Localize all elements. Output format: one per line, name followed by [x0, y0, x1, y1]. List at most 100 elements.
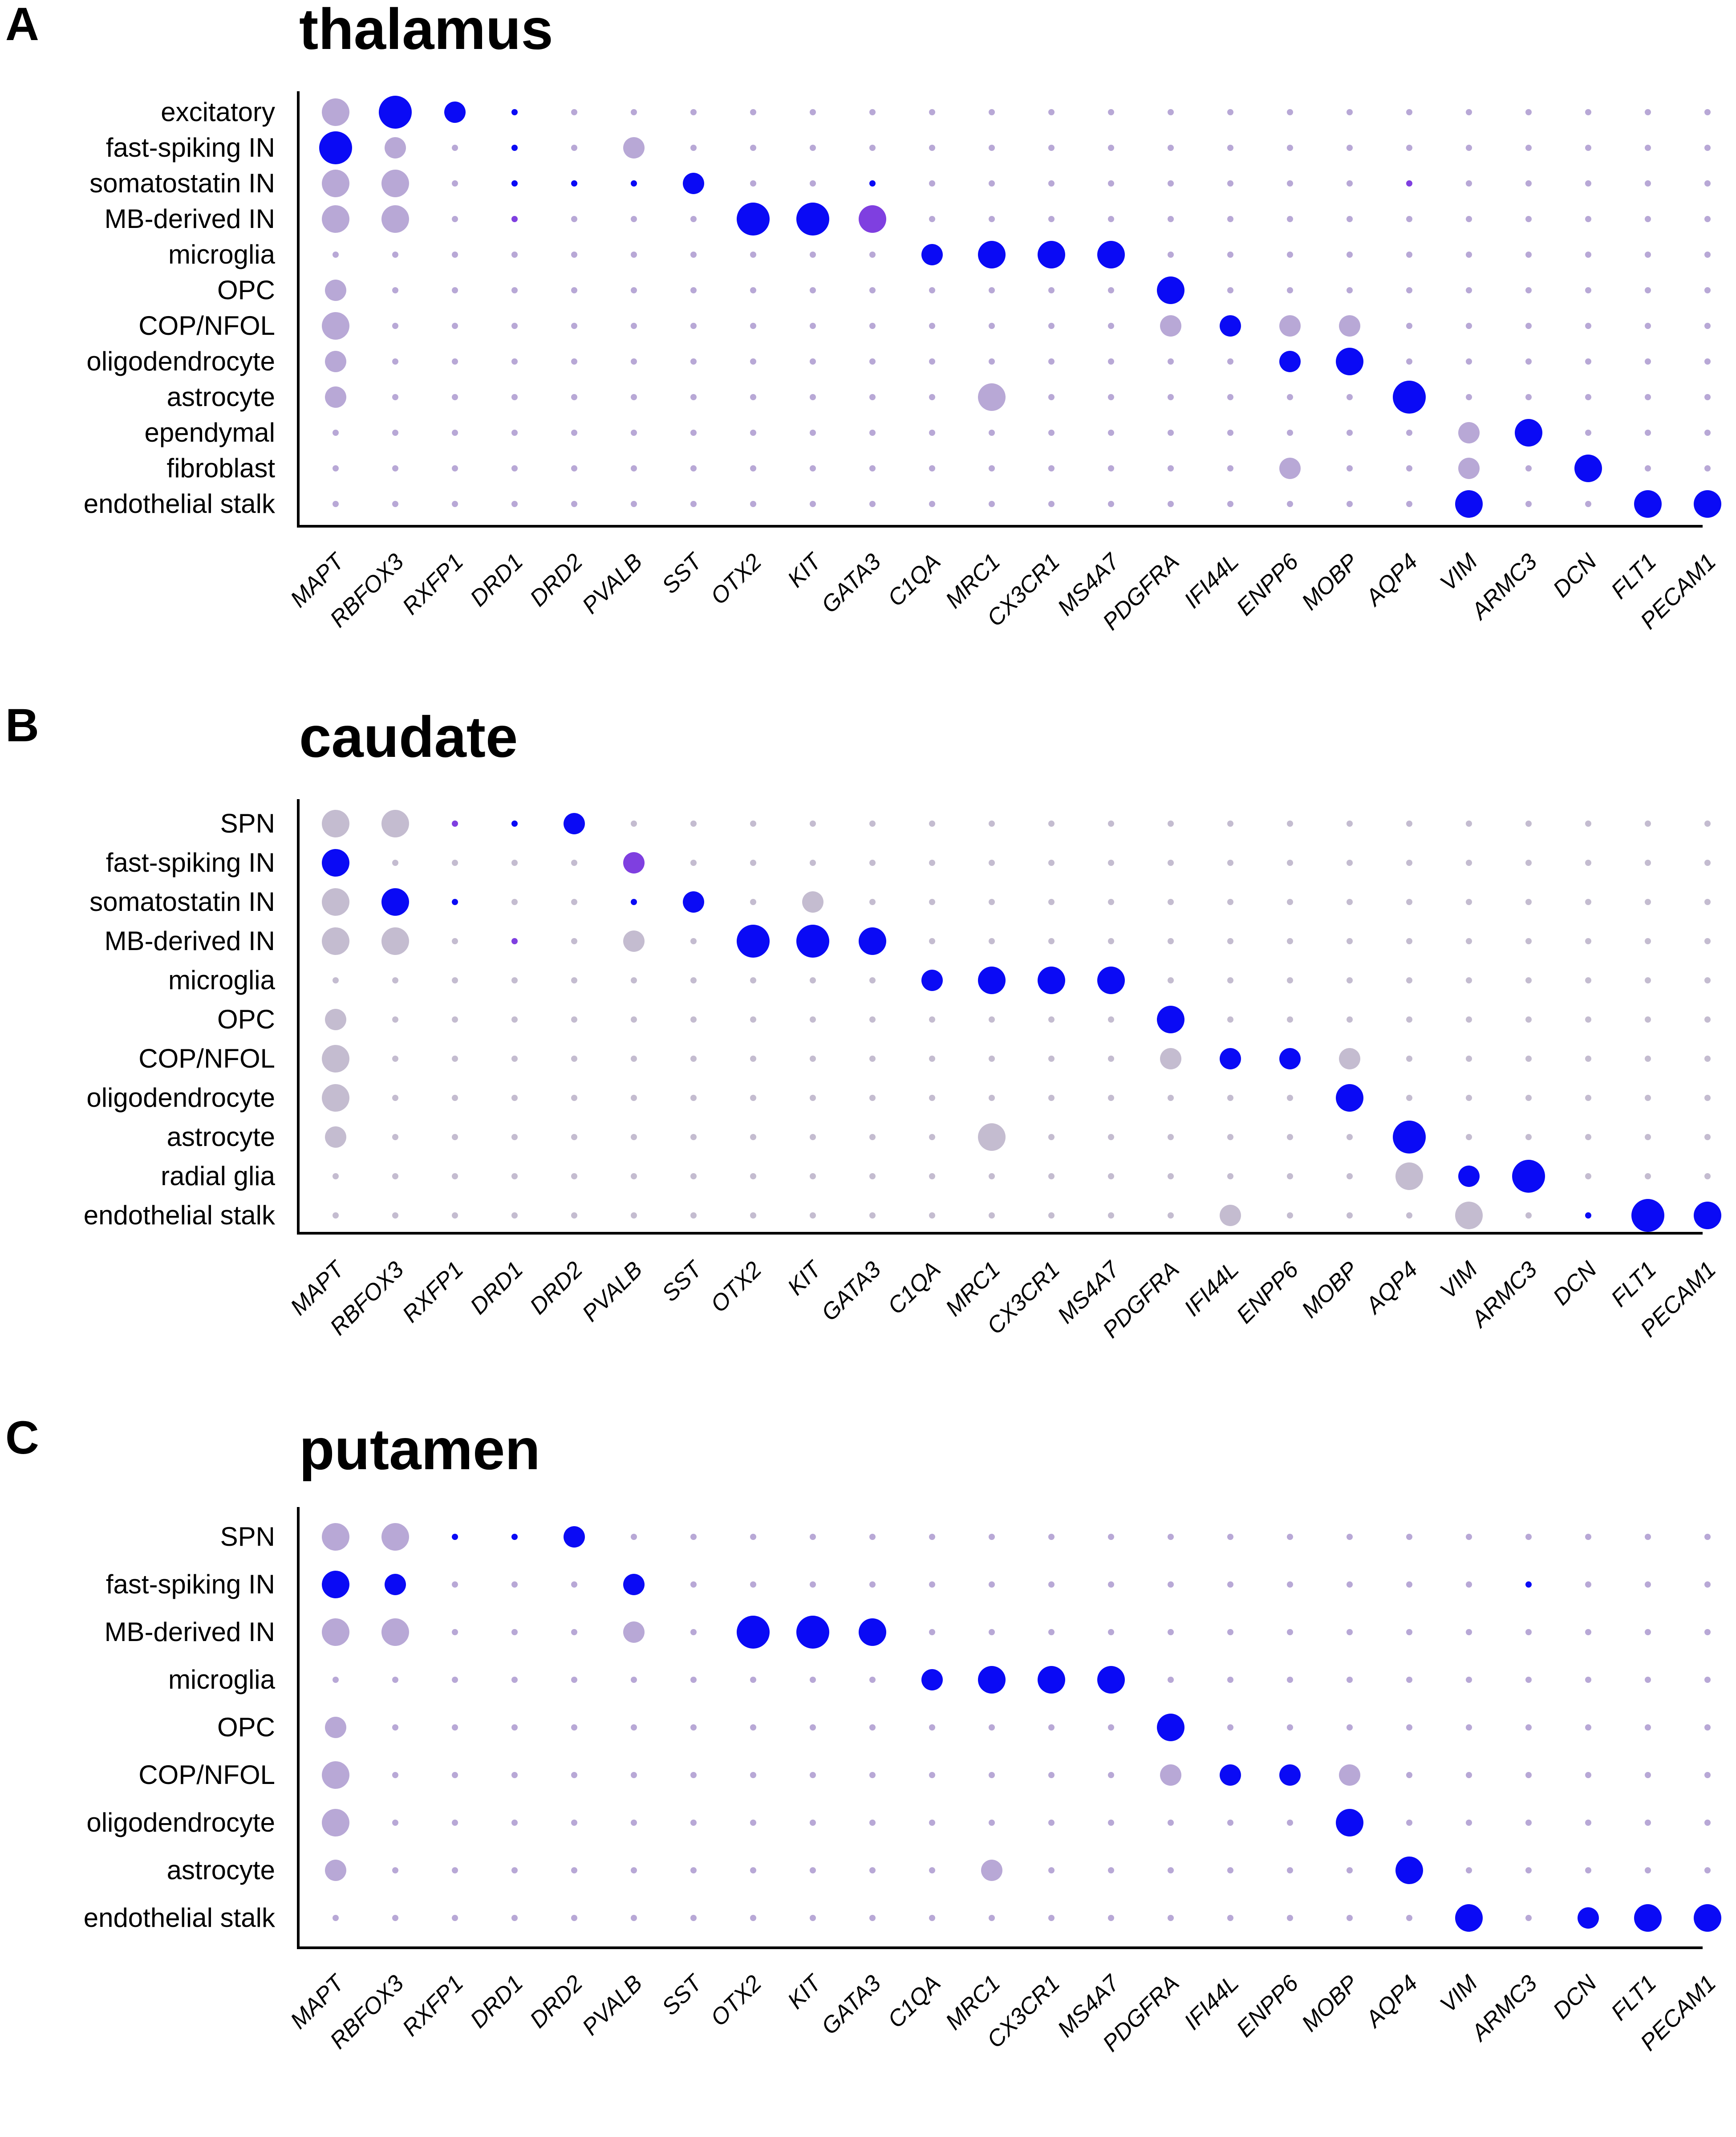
dot	[1157, 1714, 1184, 1741]
dot	[737, 1616, 770, 1649]
dot	[1168, 860, 1174, 866]
dot	[1645, 1534, 1651, 1540]
dot	[1227, 465, 1233, 471]
dot	[1406, 1724, 1412, 1731]
dot	[1287, 180, 1293, 187]
dot	[1525, 1095, 1532, 1101]
dot	[571, 1724, 577, 1731]
dot	[1704, 1134, 1711, 1140]
dot	[690, 1629, 697, 1635]
dot	[1585, 323, 1591, 329]
dot	[571, 1173, 577, 1179]
dot	[1227, 1581, 1233, 1588]
dot	[869, 1134, 876, 1140]
dot	[1227, 109, 1233, 115]
dot	[1704, 323, 1711, 329]
dot	[989, 180, 995, 187]
dot	[631, 180, 637, 187]
dot	[571, 1581, 577, 1588]
dot	[810, 109, 816, 115]
dot	[690, 1212, 697, 1219]
gene-label: VIM	[1435, 548, 1483, 596]
dot	[1347, 1915, 1353, 1921]
gene-label: C1QA	[883, 1256, 945, 1319]
dot	[1279, 351, 1301, 372]
dot	[571, 465, 577, 471]
dot	[1048, 394, 1055, 400]
dot	[322, 1045, 349, 1073]
dot	[810, 1212, 816, 1219]
dot	[1406, 1016, 1412, 1023]
dot	[452, 501, 458, 507]
dot	[392, 252, 398, 258]
dot	[1108, 1016, 1114, 1023]
dot	[690, 1820, 697, 1826]
dot	[1227, 1915, 1233, 1921]
dot	[810, 977, 816, 983]
dot	[1406, 1677, 1412, 1683]
dot	[1645, 977, 1651, 983]
dot	[1347, 216, 1353, 222]
dot	[750, 977, 756, 983]
dot	[802, 891, 823, 913]
dot	[869, 252, 876, 258]
dot	[631, 1212, 637, 1219]
dot	[929, 1724, 935, 1731]
dot	[1048, 1212, 1055, 1219]
dot	[1704, 358, 1711, 365]
dot	[381, 810, 409, 837]
dot	[511, 145, 518, 151]
dot	[1347, 394, 1353, 400]
dot	[1048, 1772, 1055, 1778]
dot	[452, 1016, 458, 1023]
dot	[1347, 252, 1353, 258]
dot	[1525, 899, 1532, 905]
dot	[690, 1534, 697, 1540]
dot	[381, 1618, 409, 1646]
dot	[1466, 977, 1472, 983]
dot	[1227, 977, 1233, 983]
dot	[322, 205, 349, 233]
dot	[810, 252, 816, 258]
dot	[392, 860, 398, 866]
dot	[750, 1915, 756, 1921]
dot	[1645, 394, 1651, 400]
dot	[1455, 1904, 1483, 1932]
dot	[631, 1677, 637, 1683]
dot	[452, 821, 458, 827]
dot	[1406, 938, 1412, 944]
dot	[1645, 899, 1651, 905]
panel-title: caudate	[299, 704, 518, 769]
row-label: excitatory	[161, 97, 275, 127]
dot	[978, 1666, 1006, 1694]
gene-label: ENPP6	[1232, 1970, 1304, 2042]
dot	[631, 1867, 637, 1873]
dot	[1048, 1173, 1055, 1179]
dot	[750, 145, 756, 151]
dot	[452, 1173, 458, 1179]
dot	[869, 1772, 876, 1778]
dot	[1336, 1809, 1363, 1836]
dot	[1406, 1095, 1412, 1101]
dot	[1525, 1724, 1532, 1731]
dot	[810, 821, 816, 827]
dot	[511, 430, 518, 436]
dot	[989, 358, 995, 365]
dot	[750, 1724, 756, 1731]
dot	[1704, 430, 1711, 436]
dot	[452, 1581, 458, 1588]
dot	[1227, 145, 1233, 151]
dot	[452, 430, 458, 436]
dot	[1585, 358, 1591, 365]
dot	[1585, 1134, 1591, 1140]
dot	[750, 287, 756, 293]
dot	[623, 1621, 645, 1643]
dot	[929, 1016, 935, 1023]
dot	[1108, 430, 1114, 436]
dot	[1645, 1056, 1651, 1062]
dot	[1048, 1095, 1055, 1101]
dot	[322, 810, 349, 837]
dot	[1525, 1534, 1532, 1540]
gene-label: AQP4	[1360, 548, 1423, 611]
dot	[1466, 180, 1472, 187]
